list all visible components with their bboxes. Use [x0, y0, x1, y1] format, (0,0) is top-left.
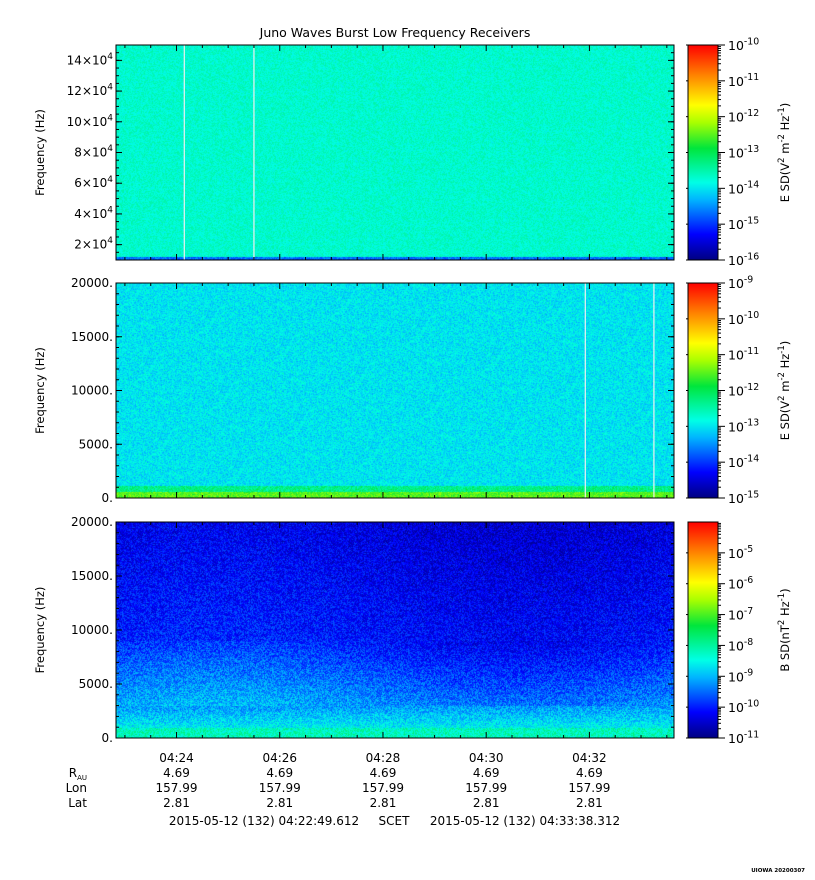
y-tick-label: 5000.: [79, 437, 113, 451]
x-tick-label: 04:30: [469, 751, 504, 765]
y-tick-label: 12×104: [67, 83, 114, 98]
end-time: 2015-05-12 (132) 04:33:38.312: [430, 814, 620, 828]
y-tick-label: 10000.: [71, 384, 113, 398]
colorbar-tick-label: 10-14: [728, 454, 759, 471]
x-tick-label: 04:28: [366, 751, 401, 765]
y-tick-label: 15000.: [71, 569, 113, 583]
spectrogram-image-1: [116, 45, 674, 260]
y-tick-label: 14×104: [67, 52, 114, 67]
ephemeris-value: 157.99: [568, 781, 610, 795]
colorbar-tick-label: 10-9: [728, 274, 753, 291]
colorbar-tick-label: 10-15: [728, 216, 759, 233]
colorbar-tick-label: 10-11: [728, 72, 759, 89]
colorbar-tick-label: 10-12: [728, 382, 759, 399]
colorbar-tick-label: 10-5: [728, 544, 753, 561]
ephemeris-value: 2.81: [473, 796, 500, 810]
y-tick-label: 5000.: [79, 677, 113, 691]
x-tick-label: 04:26: [262, 751, 297, 765]
y-tick-label: 0.: [102, 731, 113, 745]
ephemeris-value: 157.99: [362, 781, 404, 795]
y-tick-label: 8×104: [74, 144, 113, 159]
ephemeris-value: 157.99: [156, 781, 198, 795]
colorbar: [687, 282, 719, 499]
x-tick-label: 04:32: [572, 751, 607, 765]
ephemeris-row-label: Lon: [66, 781, 87, 795]
colorbar-tick-label: 10-11: [728, 729, 759, 746]
y-tick-label: 2×104: [74, 236, 113, 251]
colorbar-tick-label: 10-7: [728, 606, 753, 623]
colorbar-tick-label: 10-8: [728, 637, 753, 654]
colorbar-tick-label: 10-9: [728, 668, 753, 685]
y-axis-label: Frequency (Hz): [33, 347, 47, 434]
colorbar-tick-label: 10-10: [728, 699, 759, 716]
spectrogram-panel-3: 0. 5000. 10000. 15000. 20000. Frequency (Hz) 1…: [33, 515, 792, 746]
ephemeris-value: 157.99: [465, 781, 507, 795]
spectrogram-panel-2: 0. 5000. 10000. 15000. 20000. Frequency (Hz) 1…: [33, 274, 792, 506]
colorbar-tick-label: 10-13: [728, 144, 759, 161]
ephemeris-value: 2.81: [370, 796, 397, 810]
ephemeris-value: 2.81: [576, 796, 603, 810]
colorbar-label: E SD(V2 m-2 Hz-1): [777, 341, 792, 441]
colorbar-tick-label: 10-6: [728, 575, 753, 592]
colorbar-tick-label: 10-10: [728, 36, 759, 53]
colorbar-label: B SD(nT2 Hz-1): [777, 588, 792, 671]
chart-title: Juno Waves Burst Low Frequency Receivers: [259, 25, 531, 40]
y-tick-label: 20000.: [71, 515, 113, 529]
scet-label: SCET: [379, 814, 411, 828]
colorbar-tick-label: 10-16: [728, 251, 759, 268]
ephemeris-value: 4.69: [473, 766, 500, 780]
ephemeris-row-label: Lat: [68, 796, 87, 810]
colorbar-label: E SD(V2 m-2 Hz-1): [777, 103, 792, 203]
colorbar-tick-label: 10-11: [728, 346, 759, 363]
ephemeris-value: 4.69: [370, 766, 397, 780]
y-axis-label: Frequency (Hz): [33, 109, 47, 196]
colorbar-tick-label: 10-10: [728, 310, 759, 327]
spectrogram-image-2: [116, 283, 674, 498]
ephemeris-value: 2.81: [266, 796, 293, 810]
y-tick-label: 10×104: [67, 113, 114, 128]
ephemeris-value: 4.69: [576, 766, 603, 780]
colorbar: [687, 521, 719, 739]
y-axis-label: Frequency (Hz): [33, 587, 47, 674]
spectrogram-image-3: [116, 522, 674, 738]
x-tick-label: 04:24: [159, 751, 194, 765]
ephemeris-value: 157.99: [259, 781, 301, 795]
ephemeris-value: 4.69: [163, 766, 190, 780]
colorbar-tick-label: 10-14: [728, 180, 759, 197]
y-tick-label: 20000.: [71, 276, 113, 290]
ephemeris-row-label: RAU: [69, 766, 87, 782]
colorbar: [687, 44, 719, 261]
ephemeris-value: 2.81: [163, 796, 190, 810]
y-tick-label: 10000.: [71, 623, 113, 637]
spectrogram-panel-1: 2×104 4×104 6×104 8×104 10×104 12×104 14×104 Fr…: [33, 36, 792, 268]
y-tick-label: 0.: [102, 491, 113, 505]
ephemeris-value: 4.69: [266, 766, 293, 780]
colorbar-tick-label: 10-15: [728, 489, 759, 506]
start-time: 2015-05-12 (132) 04:22:49.612: [169, 814, 359, 828]
colorbar-tick-label: 10-13: [728, 418, 759, 435]
footer-stamp: UIOWA 20200307: [751, 868, 805, 874]
colorbar-tick-label: 10-12: [728, 108, 759, 125]
y-tick-label: 6×104: [74, 175, 113, 190]
y-tick-label: 15000.: [71, 330, 113, 344]
y-tick-label: 4×104: [74, 206, 113, 221]
